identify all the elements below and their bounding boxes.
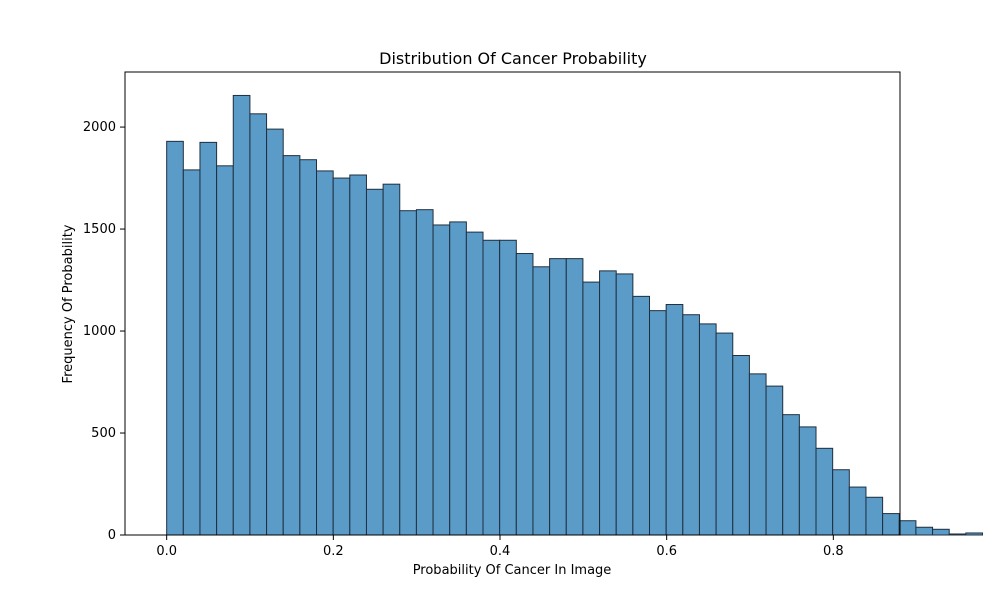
histogram-bar [798,426,817,536]
histogram-bar [382,183,401,536]
histogram-bar [415,209,434,536]
histogram-bar [832,469,850,536]
histogram-bar [399,210,417,536]
histogram-bar [682,314,700,536]
histogram-bar [365,188,384,536]
x-tick-label: 0.8 [823,544,844,559]
y-axis-ticks: 0 500 1000 1500 2000 [83,120,125,543]
histogram-bar [266,128,284,536]
histogram-bar [532,266,551,536]
histogram-bar [732,355,750,536]
histogram-bar [848,486,867,536]
histogram-bar [482,239,501,536]
histogram-bar [898,520,917,536]
histogram-bar [316,170,334,536]
histogram-bar [882,513,900,536]
histogram-bar [332,177,351,536]
x-axis-label: Probability Of Cancer In Image [413,563,612,578]
x-tick-label: 0.2 [323,544,344,559]
y-axis-label: Frequency Of Probability [61,224,76,383]
histogram-bar [915,526,934,536]
bars-group [166,94,984,536]
histogram-bar [449,221,467,536]
histogram-bar [782,414,800,536]
histogram-bar [665,304,684,536]
histogram-bar [199,141,218,536]
histogram-bar [515,253,534,536]
y-tick-label: 1000 [83,324,116,339]
histogram-bar [582,281,601,536]
histogram-bar [249,113,268,536]
histogram-bar [815,447,834,536]
histogram-bar [282,155,301,536]
histogram-bar [166,140,184,536]
histogram-bar [299,159,318,536]
histogram-bar [182,169,201,536]
y-tick-label: 500 [91,426,116,441]
y-tick-label: 1500 [83,222,116,237]
histogram-bar [565,258,584,536]
y-tick-label: 2000 [83,120,116,135]
histogram-bar [599,270,617,536]
plot-area-frame [124,71,901,536]
histogram-bar [216,165,234,536]
histogram-bar [965,532,984,536]
histogram-bar [465,231,484,536]
histogram-bar [865,496,884,536]
histogram-bar [349,174,367,536]
histogram-bar [632,295,651,536]
histogram-bar [932,528,950,536]
x-axis-ticks: 0.0 0.2 0.4 0.6 0.8 [156,535,844,559]
x-tick-label: 0.6 [656,544,677,559]
histogram-bar [698,323,717,536]
histogram-bar [549,258,567,536]
histogram-bar [615,273,634,536]
histogram-bar [765,385,784,536]
histogram-bar [948,533,967,536]
histogram-bar [715,332,734,536]
y-tick-label: 0 [108,528,116,543]
histogram-bar [748,373,767,536]
histogram-bar [232,94,251,536]
chart-title: Distribution Of Cancer Probability [379,49,647,68]
histogram-bar [499,239,517,536]
x-tick-label: 0.0 [156,544,177,559]
histogram-bar [649,310,667,536]
x-tick-label: 0.4 [490,544,511,559]
histogram-bar [432,224,451,536]
